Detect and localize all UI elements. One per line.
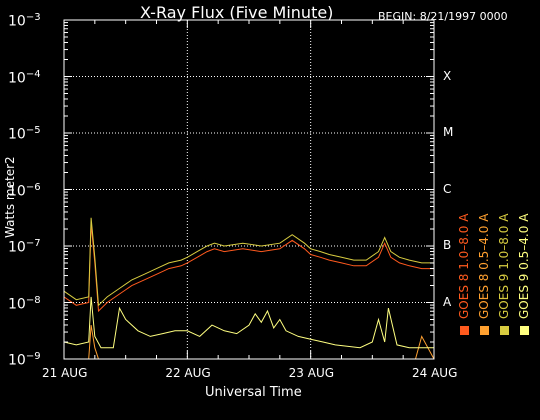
series-line xyxy=(63,223,434,313)
series-line xyxy=(64,325,435,360)
series-line xyxy=(63,296,434,349)
y-tick-label: 10−3 xyxy=(8,12,41,30)
series-lines xyxy=(63,217,435,360)
y-tick-label: 10−8 xyxy=(8,295,41,313)
flare-class-label: X xyxy=(443,68,452,83)
y-tick-base: 10 xyxy=(8,70,26,87)
legend-swatch xyxy=(500,326,509,335)
begin-label: BEGIN: 8/21/1997 0000 xyxy=(378,10,508,23)
legend-label: GOES 9 1.0–8.0 A xyxy=(497,213,511,319)
y-tick-exponent: −9 xyxy=(25,351,41,362)
y-tick-base: 10 xyxy=(8,13,26,30)
y-tick-exponent: −7 xyxy=(25,238,41,249)
x-ticks xyxy=(63,20,435,359)
legend-label: GOES 9 0.5–4.0 A xyxy=(517,213,531,319)
y-tick-label: 10−6 xyxy=(8,182,41,200)
y-tick-exponent: −5 xyxy=(25,125,41,136)
chart-title: X-Ray Flux (Five Minute) xyxy=(140,3,334,22)
y-tick-label: 10−5 xyxy=(8,125,41,143)
x-tick-label: 23 AUG xyxy=(288,366,335,380)
flare-class-label: B xyxy=(443,238,452,252)
grid-lines xyxy=(64,20,434,359)
y-ticks xyxy=(64,19,434,360)
x-tick-label: 22 AUG xyxy=(165,366,211,380)
legend-swatch xyxy=(520,326,529,335)
y-tick-exponent: −8 xyxy=(25,294,41,306)
y-tick-base: 10 xyxy=(8,352,26,369)
flare-class-label: M xyxy=(443,125,454,139)
y-tick-exponent: −3 xyxy=(25,12,41,23)
y-tick-label: 10−9 xyxy=(8,351,41,369)
y-tick-exponent: −4 xyxy=(25,68,41,80)
y-tick-base: 10 xyxy=(8,126,26,143)
legend-label: GOES 8 0.5–4.0 A xyxy=(477,213,491,319)
x-tick-label: 24 AUG xyxy=(412,366,458,380)
legend-label: GOES 8 1.0–8.0 A xyxy=(457,213,471,319)
x-axis-label: Universal Time xyxy=(205,385,302,400)
y-tick-label: 10−7 xyxy=(8,238,41,256)
y-tick-base: 10 xyxy=(8,296,26,313)
series-line xyxy=(63,217,434,307)
y-tick-exponent: −6 xyxy=(25,181,41,193)
y-tick-base: 10 xyxy=(8,183,26,200)
flare-class-label: C xyxy=(443,181,452,196)
x-tick-label: 21 AUG xyxy=(42,366,88,380)
legend-swatch xyxy=(460,326,469,335)
y-tick-label: 10−4 xyxy=(8,69,41,87)
flare-class-label: A xyxy=(443,294,452,309)
legend-swatch xyxy=(480,326,489,335)
y-tick-base: 10 xyxy=(8,239,26,256)
